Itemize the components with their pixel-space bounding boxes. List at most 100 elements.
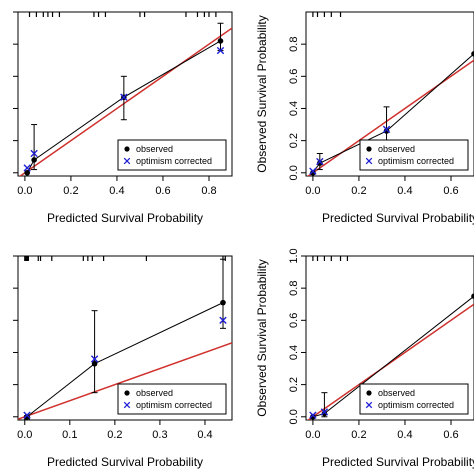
x-tick-label: 0.2 [351, 185, 366, 197]
optimism-corrected-point [309, 167, 317, 175]
plot-frame [17, 255, 233, 421]
x-cross-icon [123, 401, 131, 409]
legend: observed optimism corrected [117, 383, 227, 415]
observed-point [471, 293, 474, 299]
legend-label-optimism-corrected: optimism corrected [136, 400, 212, 410]
cross-stroke [123, 401, 131, 409]
cross-stroke [30, 149, 38, 158]
cross-stroke [309, 167, 317, 175]
y-tick-label: 0.4 [288, 101, 300, 116]
y-tick-label: 0.0 [288, 409, 300, 424]
x-axis-label: Predicted Survival Probability [322, 455, 474, 469]
cross-stroke [382, 125, 391, 134]
optimism-corrected-point [316, 157, 324, 166]
x-tick-label: 0.4 [397, 429, 412, 441]
optimism-corrected-point [23, 411, 31, 419]
observed-line [312, 53, 474, 174]
filled-circle-icon [366, 146, 372, 152]
legend: observed optimism corrected [359, 383, 469, 415]
observed-point [321, 410, 328, 417]
x-cross-icon [365, 401, 373, 409]
observed-point [24, 169, 31, 176]
cross-stroke [216, 46, 225, 55]
plot-area [306, 256, 474, 420]
y-tick-label: 0.6 [288, 313, 300, 328]
legend-box [359, 139, 469, 171]
y-tick-label: 1.0 [288, 248, 300, 263]
legend: observed optimism corrected [359, 139, 469, 171]
plot-area [306, 12, 474, 176]
x-cross-icon [365, 157, 373, 165]
optimism-corrected-point [120, 93, 128, 101]
cross-stroke [23, 164, 31, 172]
x-tick-label: 0.0 [305, 185, 320, 197]
observed-point [91, 360, 98, 367]
observed-point [383, 128, 390, 134]
y-tick-label: 0.4 [288, 345, 300, 360]
x-tick-label: 0.6 [443, 185, 458, 197]
optimism-corrected-point [216, 46, 225, 55]
x-tick-label: 0.4 [109, 185, 124, 197]
filled-circle-icon [124, 390, 130, 396]
legend-label-optimism-corrected: optimism corrected [378, 156, 454, 166]
x-tick-label: 0.2 [63, 185, 78, 197]
x-axis-label: Predicted Survival Probability [47, 455, 203, 469]
cross-stroke [320, 408, 329, 416]
cross-stroke [90, 355, 99, 363]
optimism-corrected-point [90, 355, 99, 363]
observed-point [471, 51, 474, 57]
observed-point [310, 169, 316, 176]
observed-point [31, 157, 37, 163]
observed-point [310, 413, 316, 420]
cross-stroke [309, 411, 317, 419]
y-tick-label: 0.2 [288, 133, 300, 148]
plot-frame [305, 255, 474, 421]
chart-panel-3: 0.0 0.1 0.2 0.3 0.4 Predicted Survival Probab… [13, 255, 233, 469]
x-tick-label: 0.6 [443, 429, 458, 441]
x-tick-label: 0.4 [197, 429, 212, 441]
y-tick-label: 0.0 [288, 165, 300, 180]
observed-point [24, 413, 30, 420]
optimism-corrected-point [219, 316, 227, 325]
filled-circle-icon [366, 390, 372, 396]
optimism-corrected-point [309, 411, 317, 419]
x-tick-label: 0.0 [17, 429, 32, 441]
observed-line [26, 40, 221, 174]
cross-stroke [219, 316, 227, 325]
observed-point [217, 38, 224, 44]
optimism-corrected-point [30, 149, 38, 158]
legend-box [117, 139, 227, 171]
legend-label-observed: observed [378, 144, 415, 154]
optimism-corrected-point [320, 408, 329, 416]
legend-box [359, 383, 469, 415]
y-axis-label: Observed Survival Probability [255, 15, 269, 172]
legend-label-optimism-corrected: optimism corrected [378, 400, 454, 410]
y-tick-label: 0.8 [288, 37, 300, 52]
optimism-corrected-point [23, 164, 31, 172]
optimism-corrected-point [382, 125, 391, 134]
legend-label-observed: observed [136, 388, 173, 398]
plot-frame [17, 11, 233, 177]
cross-stroke [123, 157, 131, 165]
x-tick-label: 0.8 [201, 185, 216, 197]
x-tick-label: 0.2 [107, 429, 122, 441]
x-tick-label: 0.2 [351, 429, 366, 441]
x-cross-icon [123, 157, 131, 165]
y-tick-label: 0.6 [288, 69, 300, 84]
y-axis-label: Observed Survival Probability [255, 259, 269, 416]
legend: observed optimism corrected [117, 139, 227, 171]
x-tick-label: 0.6 [155, 185, 170, 197]
x-axis-label: Predicted Survival Probability [47, 211, 203, 225]
legend-label-observed: observed [136, 144, 173, 154]
x-axis-label: Predicted Survival Probability [322, 211, 474, 225]
cross-stroke [316, 157, 324, 166]
plot-area [18, 256, 232, 420]
y-tick-label: 0.2 [288, 377, 300, 392]
filled-circle-icon [124, 146, 130, 152]
cross-stroke [365, 401, 373, 409]
x-tick-label: 0.0 [305, 429, 320, 441]
ideal-calibration-line [306, 59, 474, 176]
chart-panel-4: 0.0 0.2 0.4 0.6 0.0 0.2 0.4 0.6 0.8 1.0 Predicted … [255, 248, 474, 469]
observed-point [317, 160, 323, 166]
